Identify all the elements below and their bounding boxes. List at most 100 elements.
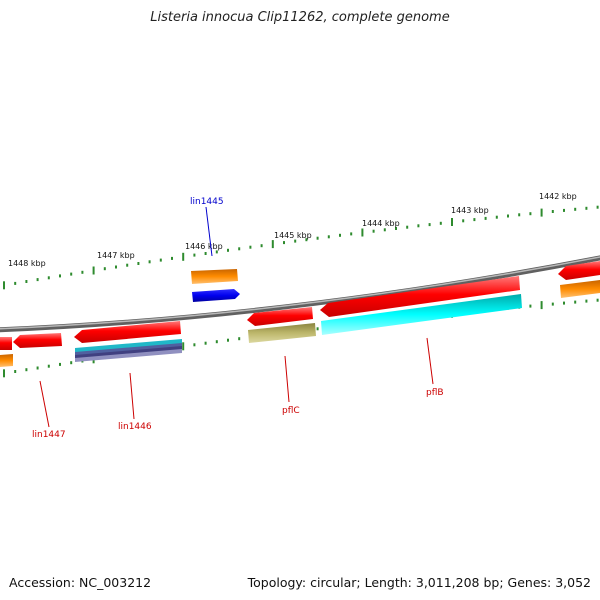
leader-line-lin1447 xyxy=(39,380,50,428)
scale-minor-tick xyxy=(70,272,73,276)
gene-arrow-left-orange[interactable] xyxy=(0,354,13,367)
scale-minor-tick xyxy=(249,245,252,249)
leader-line-lin1446 xyxy=(129,372,135,420)
scale-major-tick xyxy=(3,281,5,290)
scale-label: 1442 kbp xyxy=(539,192,577,201)
scale-minor-tick xyxy=(14,281,17,285)
scale-major-tick xyxy=(182,342,185,351)
gene-label-pflC[interactable]: pflC xyxy=(282,406,300,416)
scale-minor-tick xyxy=(137,262,140,265)
scale-label: 1444 kbp xyxy=(362,219,400,228)
gene-arrow-lin1447[interactable] xyxy=(13,333,62,348)
scale-minor-tick xyxy=(563,208,565,212)
scale-minor-tick xyxy=(305,238,308,242)
scale-minor-tick xyxy=(70,361,73,365)
scale-minor-tick xyxy=(115,265,117,269)
gene-arrow-pflC[interactable] xyxy=(247,307,313,326)
scale-minor-tick xyxy=(551,302,554,306)
scale-minor-tick xyxy=(596,205,599,209)
scale-major-tick xyxy=(540,301,543,310)
gene-arrow-right-orange[interactable] xyxy=(560,280,600,298)
scale-minor-tick xyxy=(529,304,532,308)
leader-line-pflC xyxy=(284,355,290,403)
scale-minor-tick xyxy=(585,206,588,210)
scale-minor-tick xyxy=(47,364,50,368)
scale-minor-tick xyxy=(484,216,487,220)
outer-scale-ruler xyxy=(3,205,599,290)
scale-minor-tick xyxy=(327,235,330,239)
scale-minor-tick xyxy=(193,343,196,347)
scale-minor-tick xyxy=(406,225,409,229)
gene-arrow-pflB-cyan[interactable] xyxy=(321,294,522,335)
genome-summary-text: Topology: circular; Length: 3,011,208 bp… xyxy=(247,575,591,590)
scale-major-tick xyxy=(92,266,95,275)
scale-minor-tick xyxy=(428,223,431,227)
scale-minor-tick xyxy=(25,368,28,372)
scale-minor-tick xyxy=(473,218,476,222)
scale-minor-tick xyxy=(59,274,61,278)
scale-minor-tick xyxy=(227,338,229,342)
scale-major-tick xyxy=(540,208,543,217)
scale-minor-tick xyxy=(103,267,106,271)
scale-minor-tick xyxy=(215,250,218,254)
gene-arrow-lin1446[interactable] xyxy=(74,321,181,343)
map-title: Listeria innocua Clip11262, complete gen… xyxy=(150,10,450,25)
scale-minor-tick xyxy=(14,370,17,373)
scale-minor-tick xyxy=(316,236,319,240)
gene-arrow-lin1445-orange[interactable] xyxy=(191,269,238,284)
scale-major-tick xyxy=(3,369,5,378)
scale-label: 1445 kbp xyxy=(274,231,312,240)
leader-line-pflB xyxy=(426,337,434,385)
scale-minor-tick xyxy=(563,301,565,305)
gene-arrow-lin1445[interactable] xyxy=(192,289,240,302)
scale-minor-tick xyxy=(574,300,577,304)
scale-minor-tick xyxy=(294,239,297,243)
scale-minor-tick xyxy=(159,258,162,262)
scale-minor-tick xyxy=(507,214,509,218)
scale-minor-tick xyxy=(148,260,151,264)
gene-arrow-pflC-olive[interactable] xyxy=(248,323,316,343)
scale-minor-tick xyxy=(283,241,285,245)
scale-major-tick xyxy=(451,218,453,226)
gene-arrow-right-red[interactable] xyxy=(558,261,600,280)
scale-minor-tick xyxy=(495,215,498,219)
gene-label-lin1445[interactable]: lin1445 xyxy=(190,197,224,207)
scale-minor-tick xyxy=(339,233,341,237)
scale-minor-tick xyxy=(171,256,173,260)
gene-label-lin1446[interactable]: lin1446 xyxy=(118,422,152,432)
gene-arrow-left-red[interactable] xyxy=(0,337,12,350)
gene-label-pflB[interactable]: pflB xyxy=(426,388,444,398)
gene-stack-lin1446[interactable] xyxy=(75,339,182,362)
scale-minor-tick xyxy=(439,221,442,225)
scale-minor-tick xyxy=(529,212,532,216)
scale-minor-tick xyxy=(126,263,129,267)
scale-minor-tick xyxy=(551,210,554,213)
scale-minor-tick xyxy=(238,247,241,251)
scale-minor-tick xyxy=(574,207,577,211)
scale-label: 1446 kbp xyxy=(185,242,223,251)
scale-minor-tick xyxy=(596,298,599,302)
scale-minor-tick xyxy=(260,244,263,248)
scale-minor-tick xyxy=(36,278,39,282)
scale-minor-tick xyxy=(215,340,218,344)
scale-minor-tick xyxy=(36,366,39,370)
scale-minor-tick xyxy=(316,327,319,331)
scale-minor-tick xyxy=(81,270,84,274)
gene-arrow-pflB[interactable] xyxy=(320,276,520,317)
scale-minor-tick xyxy=(47,276,50,280)
scale-minor-tick xyxy=(462,219,465,223)
accession-text: Accession: NC_003212 xyxy=(9,575,152,590)
scale-label: 1448 kbp xyxy=(8,259,46,268)
scale-minor-tick xyxy=(59,362,61,366)
scale-minor-tick xyxy=(417,224,420,228)
scale-major-tick xyxy=(271,240,274,249)
scale-minor-tick xyxy=(25,280,28,283)
leader-line-lin1445 xyxy=(205,206,213,257)
genome-backbone xyxy=(0,255,600,333)
gene-label-lin1447[interactable]: lin1447 xyxy=(32,430,66,440)
scale-minor-tick xyxy=(383,228,386,232)
scale-label: 1443 kbp xyxy=(451,206,489,215)
scale-minor-tick xyxy=(372,229,375,233)
scale-minor-tick xyxy=(350,232,353,236)
